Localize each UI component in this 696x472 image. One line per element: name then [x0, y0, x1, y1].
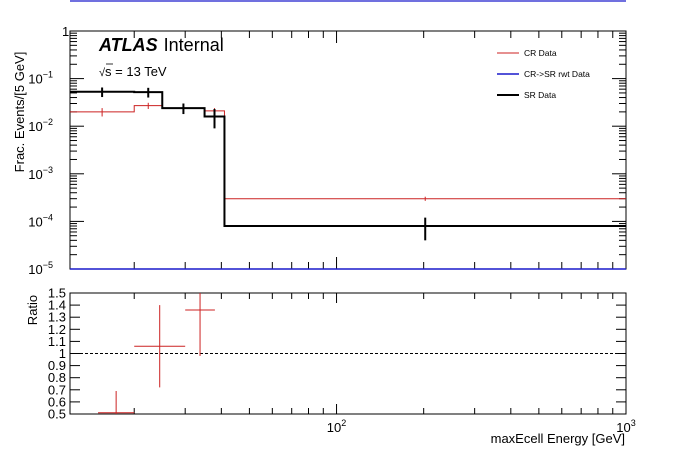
ratio-y-tick-label: 1 [59, 346, 66, 361]
y-tick-label: 10−3 [28, 165, 53, 182]
legend-label: SR Data [524, 90, 556, 100]
ratio-y-tick-label: 1.3 [48, 310, 66, 325]
series-layer [70, 87, 626, 270]
energy-label: √s = 13 TeV [99, 64, 167, 79]
main-axis-ticks: 1 10−1 10−2 10−3 10−4 10−5 [28, 24, 627, 277]
legend-label: CR Data [524, 48, 557, 58]
sqrt-icon: √ [99, 67, 106, 79]
x-axis-title: maxEcell Energy [GeV] [491, 431, 625, 446]
y-tick-label: 1 [62, 24, 69, 39]
histogram-line [70, 105, 626, 200]
ratio-axis-title: Ratio [25, 295, 40, 325]
y-axis-title: Frac. Events/[5 GeV] [12, 52, 27, 173]
ratio-y-tick-label: 0.9 [48, 358, 66, 373]
ratio-y-tick-label: 0.7 [48, 382, 66, 397]
ratio-y-tick-label: 1.4 [48, 298, 66, 313]
ratio-y-tick-label: 0.8 [48, 370, 66, 385]
legend: CR Data CR->SR rwt Data SR Data [497, 48, 590, 100]
y-tick-label: 10−2 [28, 117, 53, 134]
ratio-y-tick-label: 1.5 [48, 286, 66, 301]
y-tick-label: 10−4 [28, 212, 53, 229]
ratio-y-tick-label: 1.1 [48, 334, 66, 349]
legend-label: CR->SR rwt Data [524, 69, 590, 79]
ratio-y-tick-label: 0.6 [48, 394, 66, 409]
ratio-layer [70, 293, 626, 414]
ratio-y-tick-label: 1.2 [48, 322, 66, 337]
x-tick-label: 103 [616, 418, 635, 435]
ratio-axis-ticks: 102 103 0.50.60.70.80.911.11.21.31.41.5 [48, 286, 636, 436]
ratio-y-tick-label: 0.5 [48, 407, 66, 422]
histogram-line [70, 90, 626, 228]
y-tick-label: 10−1 [28, 70, 53, 87]
y-tick-label: 10−5 [28, 260, 53, 277]
x-tick-label: 102 [327, 418, 346, 435]
experiment-label: ATLAS Internal [98, 35, 224, 55]
